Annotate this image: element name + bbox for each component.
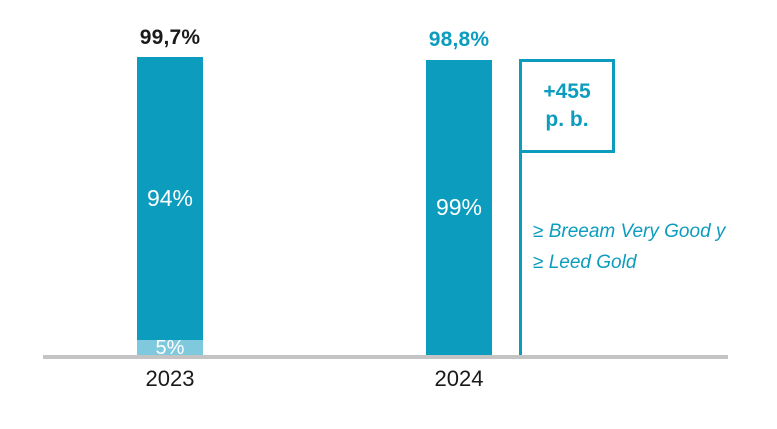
segment-value-label: 5% <box>155 336 185 359</box>
increase-value: +455 <box>543 80 591 103</box>
increase-unit: p. b. <box>545 108 589 131</box>
increase-annotation-box: +455 p. b. <box>519 59 615 153</box>
certification-note-breeam: ≥ Breeam Very Good y <box>533 221 726 242</box>
annotation-connector-line <box>519 59 522 355</box>
bar-2023-lower-segment: 5% <box>137 336 203 359</box>
certification-note-leed: ≥ Leed Gold <box>533 252 637 273</box>
baseline-axis <box>43 355 728 359</box>
segment-value-label: 99% <box>435 194 483 220</box>
bar-2023-upper-segment: 94% <box>137 57 203 340</box>
certification-notes: ≥ Breeam Very Good y ≥ Leed Gold <box>533 216 725 278</box>
x-axis-label-2024: 2024 <box>434 366 484 391</box>
total-label-2023: 99,7% <box>139 26 201 49</box>
x-axis-label-2023: 2023 <box>145 366 195 391</box>
bar-2023: 94% 5% <box>137 57 203 359</box>
total-label-2024: 98,8% <box>428 28 490 51</box>
bar-2024: 99% <box>426 60 492 355</box>
segment-value-label: 94% <box>146 185 194 211</box>
bar-2024-upper-segment: 99% <box>426 60 492 355</box>
